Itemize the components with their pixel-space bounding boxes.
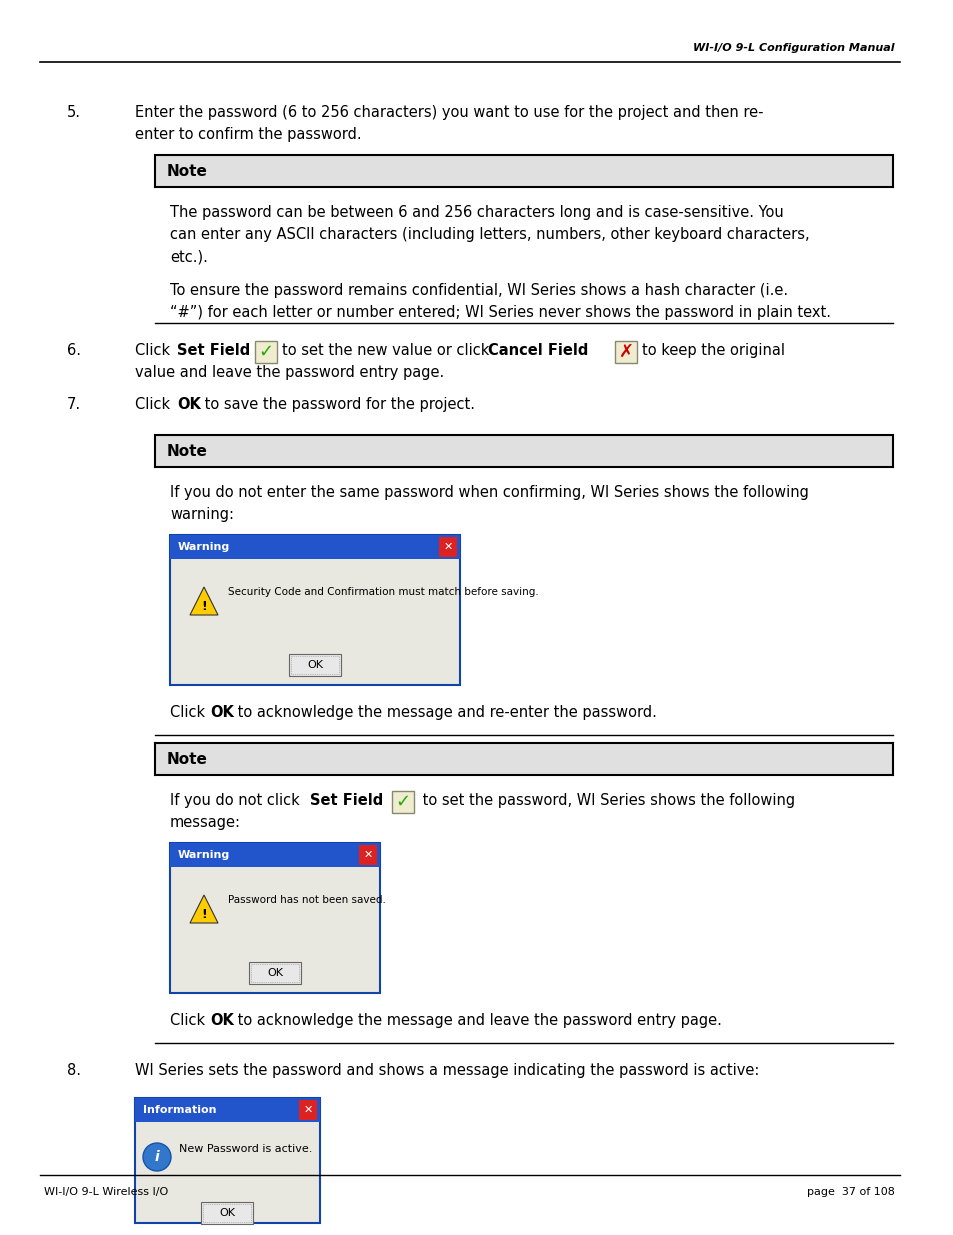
Text: OK: OK (307, 659, 323, 671)
Text: OK: OK (267, 968, 283, 978)
Text: Warning: Warning (178, 542, 230, 552)
Text: Cancel Field: Cancel Field (488, 343, 588, 358)
Text: Click: Click (170, 1013, 210, 1028)
Bar (154, 435, 892, 467)
Text: OK: OK (210, 705, 233, 720)
Text: OK: OK (210, 1013, 233, 1028)
Text: ✗: ✗ (618, 343, 633, 361)
Bar (291, 656, 338, 674)
Bar (135, 1098, 319, 1223)
Text: “#”) for each letter or number entered; WI Series never shows the password in pl: “#”) for each letter or number entered; … (170, 305, 830, 320)
Bar (201, 1202, 253, 1224)
Text: To ensure the password remains confidential, WI Series shows a hash character (i: To ensure the password remains confident… (170, 283, 787, 298)
Text: Click: Click (135, 396, 174, 412)
Text: The password can be between 6 and 256 characters long and is case-sensitive. You: The password can be between 6 and 256 ch… (170, 205, 783, 220)
Text: i: i (154, 1150, 159, 1165)
Text: can enter any ASCII characters (including letters, numbers, other keyboard chara: can enter any ASCII characters (includin… (170, 227, 809, 242)
Text: 8.: 8. (67, 1063, 81, 1078)
Bar (615, 341, 637, 363)
Text: Password has not been saved.: Password has not been saved. (228, 895, 385, 905)
Bar (249, 962, 301, 984)
Text: Set Field: Set Field (310, 793, 383, 808)
Text: If you do not click: If you do not click (170, 793, 304, 808)
Text: OK: OK (177, 396, 201, 412)
Text: message:: message: (170, 815, 241, 830)
Text: If you do not enter the same password when confirming, WI Series shows the follo: If you do not enter the same password wh… (170, 485, 808, 500)
Bar (135, 1098, 319, 1123)
Text: WI-I/O 9-L Configuration Manual: WI-I/O 9-L Configuration Manual (693, 43, 894, 53)
Bar (170, 844, 379, 993)
Text: ✓: ✓ (258, 343, 274, 361)
Text: etc.).: etc.). (170, 249, 208, 264)
Text: ✕: ✕ (443, 542, 453, 552)
Bar (170, 535, 459, 685)
Text: Information: Information (143, 1105, 216, 1115)
Text: value and leave the password entry page.: value and leave the password entry page. (135, 366, 444, 380)
Bar (254, 341, 276, 363)
Text: enter to confirm the password.: enter to confirm the password. (135, 127, 361, 142)
Text: to keep the original: to keep the original (641, 343, 784, 358)
Bar (203, 1204, 251, 1221)
Bar (170, 844, 379, 867)
Bar (392, 790, 414, 813)
Text: 7.: 7. (67, 396, 81, 412)
Bar (289, 655, 340, 676)
Text: page  37 of 108: page 37 of 108 (806, 1187, 894, 1197)
Text: Note: Note (167, 163, 208, 179)
Bar (251, 965, 298, 982)
Text: Click: Click (170, 705, 210, 720)
Text: New Password is active.: New Password is active. (179, 1144, 312, 1153)
Circle shape (143, 1144, 171, 1171)
Bar (154, 156, 892, 186)
Text: WI-I/O 9-L Wireless I/O: WI-I/O 9-L Wireless I/O (44, 1187, 168, 1197)
Bar (170, 535, 459, 559)
Text: to acknowledge the message and leave the password entry page.: to acknowledge the message and leave the… (233, 1013, 721, 1028)
Bar (298, 1100, 316, 1120)
Text: to acknowledge the message and re-enter the password.: to acknowledge the message and re-enter … (233, 705, 657, 720)
Text: !: ! (201, 599, 207, 613)
Text: Set Field: Set Field (177, 343, 250, 358)
Text: Security Code and Confirmation must match before saving.: Security Code and Confirmation must matc… (228, 587, 538, 597)
Text: ✕: ✕ (363, 850, 373, 860)
Text: WI Series sets the password and shows a message indicating the password is activ: WI Series sets the password and shows a … (135, 1063, 759, 1078)
Text: warning:: warning: (170, 508, 233, 522)
Text: ✓: ✓ (395, 793, 410, 811)
Text: 6.: 6. (67, 343, 81, 358)
Text: to save the password for the project.: to save the password for the project. (200, 396, 475, 412)
Text: 5.: 5. (67, 105, 81, 120)
Text: Warning: Warning (178, 850, 230, 860)
Text: Enter the password (6 to 256 characters) you want to use for the project and the: Enter the password (6 to 256 characters)… (135, 105, 762, 120)
Text: Note: Note (167, 752, 208, 767)
Polygon shape (190, 587, 218, 615)
Text: ✕: ✕ (303, 1105, 313, 1115)
Bar (358, 845, 376, 864)
Text: Note: Note (167, 443, 208, 458)
Text: Click: Click (135, 343, 174, 358)
Polygon shape (190, 895, 218, 923)
Bar (438, 537, 456, 557)
Text: to set the new value or click: to set the new value or click (282, 343, 494, 358)
Bar (154, 743, 892, 776)
Text: to set the password, WI Series shows the following: to set the password, WI Series shows the… (417, 793, 794, 808)
Text: OK: OK (219, 1208, 234, 1218)
Text: !: ! (201, 908, 207, 920)
